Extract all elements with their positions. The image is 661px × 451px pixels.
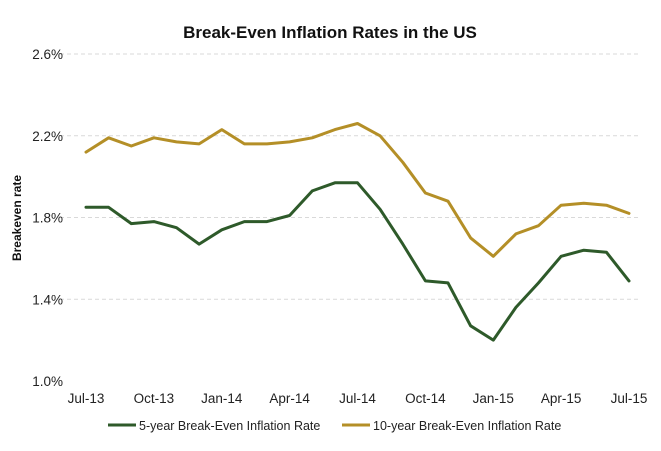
y-axis-ticks: 1.0% 1.4% 1.8% 2.2% 2.6% <box>32 47 63 389</box>
x-tick-label: Jul-13 <box>68 391 105 406</box>
y-tick-label: 2.2% <box>32 129 63 144</box>
x-tick-label: Jul-15 <box>611 391 648 406</box>
y-axis-label: Breakeven rate <box>10 175 24 261</box>
legend-label: 5-year Break-Even Inflation Rate <box>139 419 320 433</box>
x-tick-label: Apr-15 <box>541 391 582 406</box>
series-line-1 <box>84 181 631 342</box>
x-tick-label: Apr-14 <box>269 391 310 406</box>
legend: 5-year Break-Even Inflation Rate 10-year … <box>108 419 561 433</box>
gridlines <box>60 53 641 300</box>
y-tick-label: 1.0% <box>32 374 63 389</box>
x-tick-label: Oct-14 <box>405 391 446 406</box>
series-line-2 <box>84 122 631 258</box>
chart-title: Break-Even Inflation Rates in the US <box>183 23 477 42</box>
y-tick-label: 1.4% <box>32 292 63 307</box>
legend-label: 10-year Break-Even Inflation Rate <box>373 419 561 433</box>
y-tick-label: 1.8% <box>32 211 63 226</box>
y-tick-label: 2.6% <box>32 47 63 62</box>
x-tick-label: Oct-13 <box>134 391 175 406</box>
x-axis-ticks: Jul-13 Oct-13 Jan-14 Apr-14 Jul-14 Oct-14 Jan-… <box>68 391 648 406</box>
x-tick-label: Jul-14 <box>339 391 376 406</box>
x-tick-label: Jan-15 <box>473 391 514 406</box>
series-lines <box>84 122 631 342</box>
x-tick-label: Jan-14 <box>201 391 243 406</box>
